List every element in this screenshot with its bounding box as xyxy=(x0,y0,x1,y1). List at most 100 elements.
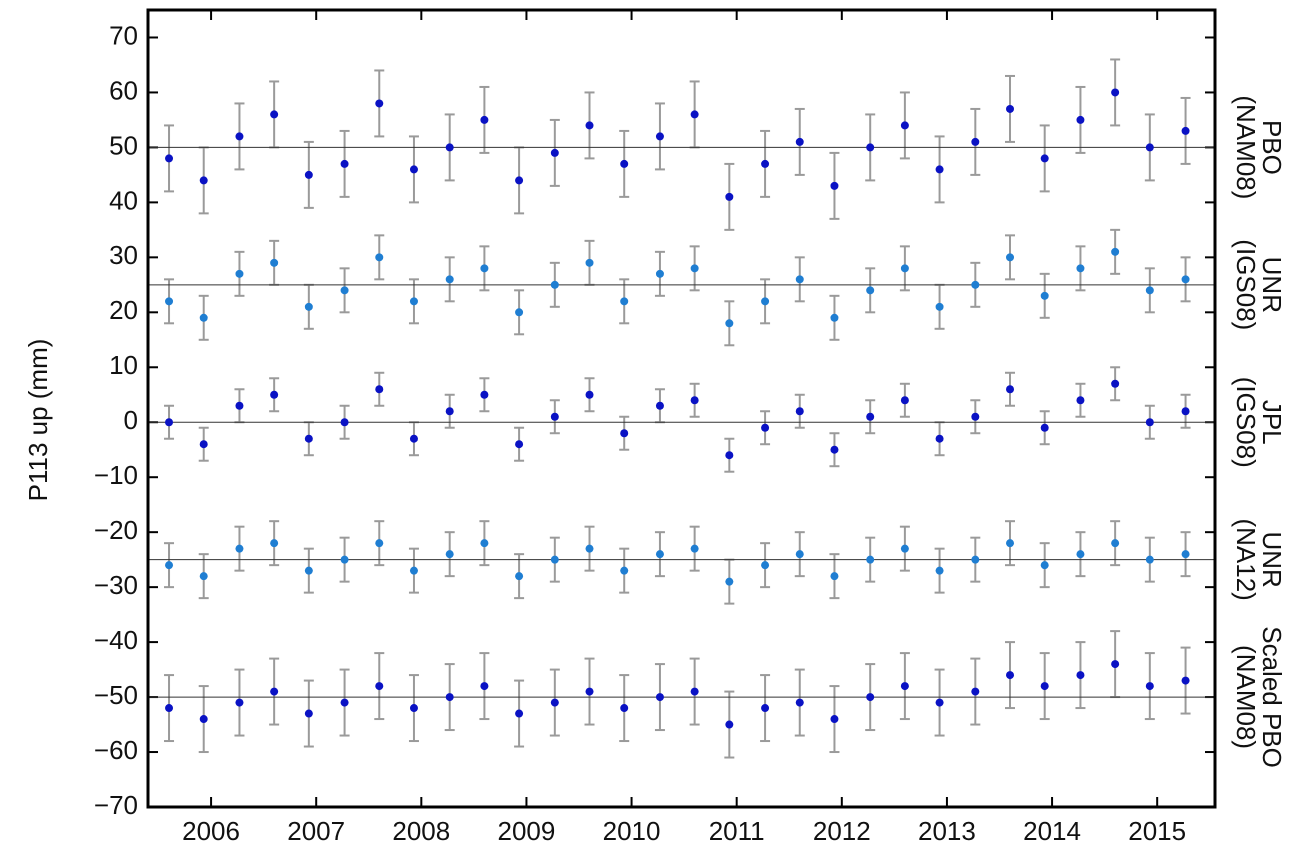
point xyxy=(935,434,944,443)
point xyxy=(1006,671,1015,680)
y-tick-label: −40 xyxy=(94,625,138,655)
y-tick-label: 30 xyxy=(109,240,138,270)
y-tick-label: 50 xyxy=(109,130,138,160)
point xyxy=(795,698,804,707)
point xyxy=(304,434,313,443)
point xyxy=(480,115,489,124)
point xyxy=(795,137,804,146)
point xyxy=(304,170,313,179)
point xyxy=(1145,143,1154,152)
point xyxy=(270,390,279,399)
point xyxy=(445,275,454,284)
point xyxy=(375,99,384,108)
x-tick-label: 2014 xyxy=(1023,816,1081,846)
point xyxy=(1006,539,1015,548)
y-tick-label: 10 xyxy=(109,350,138,380)
point xyxy=(866,286,875,295)
point xyxy=(1111,379,1120,388)
point xyxy=(585,121,594,130)
point xyxy=(1145,555,1154,564)
point xyxy=(1145,418,1154,427)
point xyxy=(165,561,174,570)
point xyxy=(971,555,980,564)
point xyxy=(1006,385,1015,394)
point xyxy=(655,269,664,278)
point xyxy=(515,176,524,185)
point xyxy=(445,693,454,702)
series-label: PBO xyxy=(1257,120,1287,175)
point xyxy=(199,313,208,322)
point xyxy=(585,258,594,267)
point xyxy=(971,412,980,421)
x-tick-label: 2006 xyxy=(182,816,240,846)
point xyxy=(1076,396,1085,405)
point xyxy=(1181,275,1190,284)
point xyxy=(304,566,313,575)
point xyxy=(270,110,279,119)
point xyxy=(304,302,313,311)
point xyxy=(340,418,349,427)
point xyxy=(830,313,839,322)
point xyxy=(235,401,244,410)
point xyxy=(1181,407,1190,416)
series-frame: (NAM08) xyxy=(1231,645,1261,749)
point xyxy=(270,687,279,696)
x-tick-label: 2015 xyxy=(1128,816,1186,846)
point xyxy=(690,687,699,696)
point xyxy=(340,159,349,168)
point xyxy=(690,544,699,553)
y-axis-label: P113 up (mm) xyxy=(23,339,53,502)
point xyxy=(235,698,244,707)
point xyxy=(620,704,629,713)
point xyxy=(655,693,664,702)
y-tick-label: 70 xyxy=(109,20,138,50)
point xyxy=(199,176,208,185)
point xyxy=(165,704,174,713)
point xyxy=(690,110,699,119)
x-tick-label: 2012 xyxy=(813,816,871,846)
point xyxy=(1076,264,1085,273)
point xyxy=(620,297,629,306)
point xyxy=(795,275,804,284)
point xyxy=(550,698,559,707)
point xyxy=(690,264,699,273)
point xyxy=(270,539,279,548)
series-label: UNR xyxy=(1257,531,1287,587)
point xyxy=(1076,550,1085,559)
point xyxy=(1145,682,1154,691)
series-frame: (NAM08) xyxy=(1231,95,1261,199)
series-frame: (IGS08) xyxy=(1231,239,1261,330)
y-tick-label: 0 xyxy=(124,405,138,435)
x-tick-label: 2010 xyxy=(603,816,661,846)
y-tick-label: −10 xyxy=(94,460,138,490)
point xyxy=(1181,676,1190,685)
x-tick-label: 2007 xyxy=(287,816,345,846)
point xyxy=(971,137,980,146)
y-tick-label: −50 xyxy=(94,680,138,710)
point xyxy=(830,181,839,190)
point xyxy=(409,566,418,575)
y-tick-label: 40 xyxy=(109,185,138,215)
point xyxy=(761,704,770,713)
point xyxy=(1111,247,1120,256)
point xyxy=(165,297,174,306)
point xyxy=(235,132,244,141)
point xyxy=(1145,286,1154,295)
point xyxy=(620,159,629,168)
point xyxy=(515,709,524,718)
series-label: Scaled PBO xyxy=(1257,626,1287,768)
point xyxy=(900,682,909,691)
point xyxy=(199,572,208,581)
point xyxy=(480,390,489,399)
point xyxy=(866,412,875,421)
point xyxy=(375,539,384,548)
point xyxy=(830,715,839,724)
y-tick-label: −20 xyxy=(94,515,138,545)
point xyxy=(830,572,839,581)
point xyxy=(480,539,489,548)
point xyxy=(725,577,734,586)
point xyxy=(690,396,699,405)
point xyxy=(235,269,244,278)
point xyxy=(761,159,770,168)
x-tick-label: 2013 xyxy=(918,816,976,846)
